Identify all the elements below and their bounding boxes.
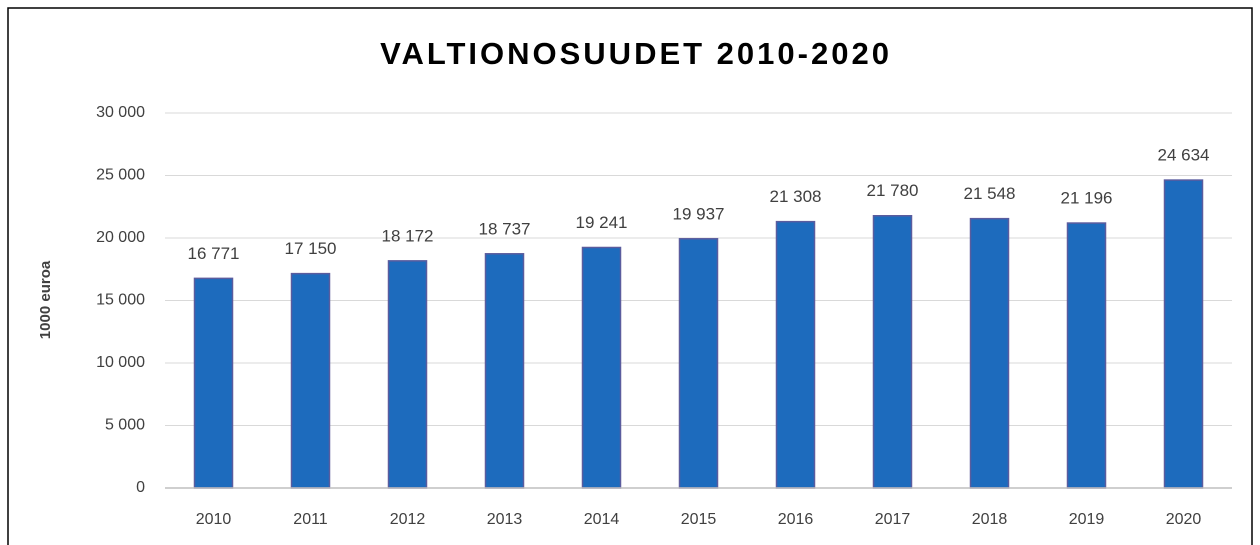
x-tick-label: 2018 — [972, 511, 1008, 528]
bar — [581, 246, 622, 489]
value-label: 21 196 — [1061, 189, 1113, 208]
x-tick-label: 2013 — [487, 511, 523, 528]
value-label: 21 548 — [964, 184, 1016, 203]
x-tick-label: 2014 — [584, 511, 620, 528]
bar — [387, 260, 428, 489]
value-label: 21 780 — [867, 181, 919, 200]
x-tick-label: 2012 — [390, 511, 426, 528]
y-tick-label: 15 000 — [96, 292, 145, 309]
x-tick-label: 2011 — [293, 511, 328, 528]
y-tick-label: 20 000 — [96, 229, 145, 246]
y-tick-label: 25 000 — [96, 167, 145, 184]
value-label: 19 241 — [576, 213, 628, 232]
bar — [1066, 222, 1107, 489]
bar — [290, 272, 331, 489]
x-tick-label: 2017 — [875, 511, 911, 528]
value-label: 16 771 — [188, 244, 240, 263]
bar — [484, 253, 525, 489]
x-tick-label: 2019 — [1069, 511, 1105, 528]
value-label: 24 634 — [1158, 146, 1210, 165]
x-tick-label: 2020 — [1166, 511, 1202, 528]
bar — [193, 277, 234, 489]
value-label: 18 737 — [479, 219, 531, 238]
chart-title: VALTIONOSUUDET 2010-2020 — [380, 36, 892, 71]
bar — [1163, 179, 1204, 489]
value-label: 17 150 — [285, 239, 337, 258]
bar — [775, 220, 816, 489]
x-tick-label: 2010 — [196, 511, 232, 528]
value-label: 18 172 — [382, 226, 434, 245]
bar — [872, 215, 913, 489]
y-tick-label: 10 000 — [96, 354, 145, 371]
y-tick-label: 30 000 — [96, 104, 145, 121]
x-tick-label: 2016 — [778, 511, 814, 528]
bar — [969, 217, 1010, 489]
bar — [678, 238, 719, 489]
y-axis-label: 1000 euroa — [37, 260, 54, 339]
y-tick-label: 5 000 — [105, 417, 145, 434]
value-label: 19 937 — [673, 204, 725, 223]
value-label: 21 308 — [770, 187, 822, 206]
x-tick-label: 2015 — [681, 511, 717, 528]
y-tick-label: 0 — [136, 479, 145, 496]
